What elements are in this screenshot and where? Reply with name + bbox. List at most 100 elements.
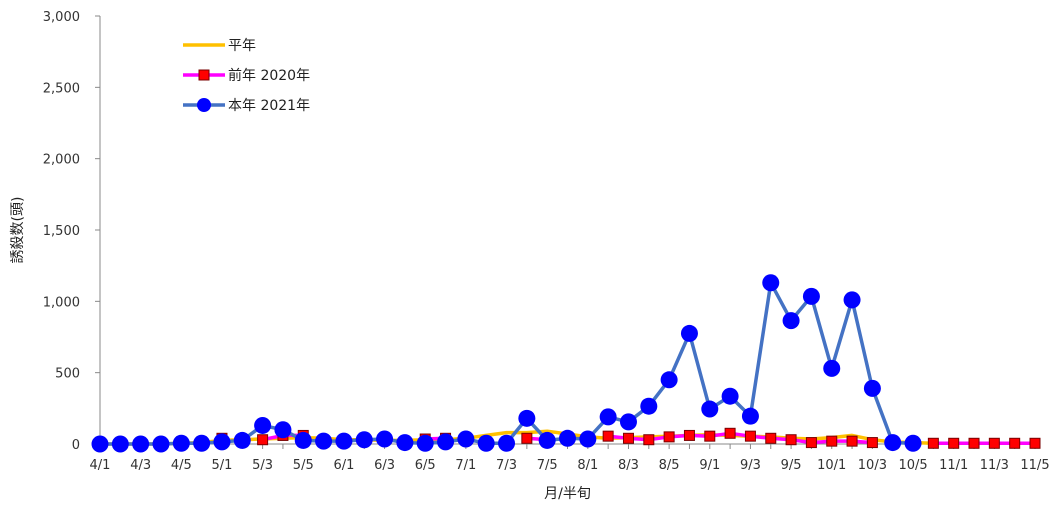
data-point [866,437,878,449]
data-point [704,430,716,442]
data-point [826,435,838,447]
legend-swatch-marker [197,98,211,112]
data-point [744,430,756,442]
data-point [724,427,736,439]
y-tick-label: 3,000 [43,10,80,25]
x-tick-label: 7/3 [496,458,517,473]
x-tick-label: 6/5 [415,458,436,473]
data-point [602,430,614,442]
data-point [680,324,698,342]
y-tick-label: 500 [55,367,80,382]
data-point [683,429,695,441]
data-point [498,434,516,452]
data-point [579,430,597,448]
data-point [437,433,455,451]
data-point [1029,437,1041,449]
data-point [416,434,434,452]
x-tick-label: 5/3 [252,458,273,473]
x-tick-label: 4/3 [130,458,151,473]
x-tick-label: 8/3 [618,458,639,473]
data-point [233,431,251,449]
x-tick-label: 6/1 [333,458,354,473]
data-point [335,432,353,450]
data-point [846,435,858,447]
data-point [254,416,272,434]
data-point [640,397,658,415]
legend-label: 前年 2020年 [228,67,310,84]
data-point [927,437,939,449]
x-tick-label: 11/3 [980,458,1009,473]
y-tick-label: 0 [72,438,80,453]
x-tick-label: 10/1 [817,458,846,473]
x-tick-label: 6/3 [374,458,395,473]
data-point [619,413,637,431]
plot-area [91,274,1041,453]
legend-label: 平年 [228,38,256,54]
x-tick-label: 5/5 [293,458,314,473]
data-point [701,400,719,418]
data-point [257,434,269,446]
data-point [274,421,292,439]
data-point [948,437,960,449]
data-point [622,432,634,444]
legend-swatch-marker [198,69,210,81]
data-point [741,407,759,425]
x-tick-label: 9/5 [781,458,802,473]
data-point [477,434,495,452]
y-tick-label: 1,000 [43,295,80,310]
data-point [213,433,231,451]
legend-item: 前年 2020年 [183,67,310,84]
x-tick-label: 10/3 [858,458,887,473]
x-tick-label: 11/1 [939,458,968,473]
data-point [721,387,739,405]
x-tick-label: 5/1 [211,458,232,473]
data-point [968,437,980,449]
data-point [988,437,1000,449]
series-line [98,281,915,446]
data-point [396,434,414,452]
data-point [762,274,780,292]
legend-item: 平年 [183,38,256,54]
y-tick-label: 2,500 [43,81,80,96]
x-tick-label: 9/1 [699,458,720,473]
x-tick-label: 7/1 [455,458,476,473]
data-point [904,434,922,452]
x-tick-label: 8/5 [659,458,680,473]
x-tick-label: 7/5 [537,458,558,473]
y-tick-label: 1,500 [43,224,80,239]
data-point [805,437,817,449]
data-point [132,435,150,453]
data-point [294,431,312,449]
x-tick-label: 8/1 [577,458,598,473]
data-point [457,430,475,448]
data-point [315,432,333,450]
y-axis-title: 誘殺数(頭) [10,197,26,264]
data-point [843,291,861,309]
data-point [518,409,536,427]
legend-label: 本年 2021年 [228,98,310,114]
x-tick-label: 4/1 [90,458,111,473]
data-point [91,435,109,453]
data-point [559,429,576,447]
data-point [785,434,797,446]
data-point [802,287,820,305]
data-point [643,434,655,446]
data-point [663,431,675,443]
data-point [538,431,556,449]
data-point [884,434,902,452]
data-point [863,379,881,397]
series-3 [91,274,922,453]
y-tick-label: 2,000 [43,153,80,168]
x-tick-label: 9/3 [740,458,761,473]
data-point [765,432,777,444]
x-tick-label: 4/5 [171,458,192,473]
data-point [782,312,800,330]
data-point [1009,437,1021,449]
data-point [193,434,211,452]
data-point [660,371,678,389]
x-axis-title: 月/半旬 [544,486,591,502]
data-point [152,435,170,453]
x-tick-label: 10/5 [898,458,927,473]
x-axis: 4/1 4/3 4/5 5/1 5/3 5/5 6/1 6/3 6/5 7/1 7/3 7/5 8/1 8… [90,443,1050,473]
